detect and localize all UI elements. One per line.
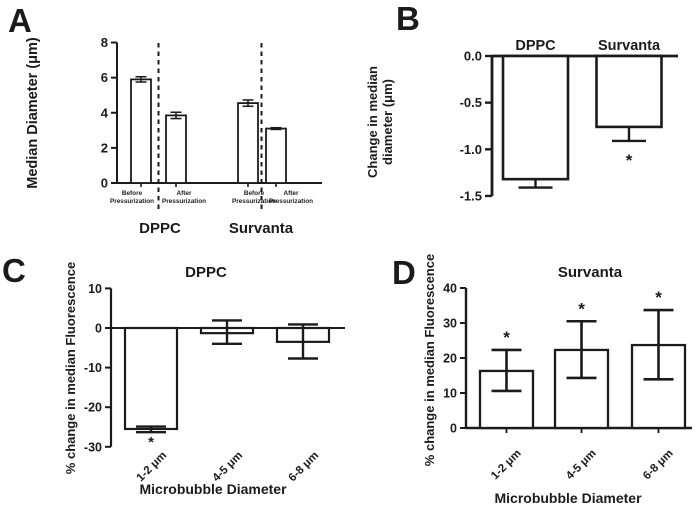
significance-asterisk: *	[148, 434, 154, 451]
y-tick-label: -0.5	[460, 95, 482, 110]
panel-a-label: A	[8, 2, 32, 39]
panel-c-label: C	[2, 252, 26, 289]
group-label: DPPC	[139, 220, 181, 237]
y-tick-label: -20	[84, 401, 102, 415]
significance-asterisk: *	[578, 299, 585, 318]
x-tick-label: 4-5 μm	[564, 448, 599, 483]
x-tick-label: 6-8 μm	[641, 448, 676, 483]
column-label: Survanta	[598, 38, 661, 54]
x-tick-label: Pressurization	[232, 198, 276, 205]
y-axis-title: Change in median	[365, 66, 380, 178]
y-tick-label: 40	[443, 282, 457, 296]
x-tick-label: Pressurization	[269, 198, 313, 205]
panel-c-chart: 10 0 -10 -20 -30 *1-2 μm 4-5 μm 6-8 μm DPPC Micro…	[63, 262, 345, 497]
y-axis-title: % change in median Fluorescence	[63, 262, 78, 474]
x-tick-label: After	[284, 190, 299, 197]
y-axis-title: % change in median Fluorescence	[422, 254, 437, 466]
bar	[237, 102, 259, 184]
y-tick-label: 0	[450, 422, 457, 436]
x-axis-title: Microbubble Diameter	[139, 481, 287, 497]
y-tick-label: -1.0	[460, 142, 482, 157]
chart-title: DPPC	[185, 264, 227, 281]
bar	[123, 326, 179, 431]
y-tick-label: 20	[443, 352, 457, 366]
significance-asterisk: *	[655, 288, 662, 307]
bar	[130, 78, 152, 184]
y-tick-label: -1.5	[460, 188, 482, 203]
y-tick-label: 10	[443, 387, 457, 401]
x-tick-label: 1-2 μm	[135, 450, 170, 485]
x-tick-label: 4-5 μm	[211, 450, 246, 485]
x-tick-label: After	[177, 190, 192, 197]
y-tick-label: 6	[101, 70, 108, 85]
chart-title: Survanta	[558, 264, 623, 281]
x-tick-label: Pressurization	[162, 198, 206, 205]
x-axis-title: Microbubble Diameter	[494, 490, 642, 506]
y-tick-label: -30	[84, 440, 102, 454]
panel-a-chart: 86420BeforePressurizationAfterPressuriza…	[25, 35, 322, 237]
y-tick-label: 8	[101, 35, 108, 50]
y-axis-title: diameter (μm)	[380, 79, 395, 165]
bar	[165, 114, 187, 184]
y-tick-label: 2	[101, 140, 108, 155]
panel-d-chart: 40 30 20 10 0 * 1-2 μm * 4-5 μm * 6-8 μm Survanta Mi…	[422, 254, 692, 506]
x-tick-label: 1-2 μm	[489, 448, 524, 483]
y-tick-label: 0	[101, 176, 108, 191]
y-tick-label: 30	[443, 317, 457, 331]
y-tick-label: 0	[95, 322, 102, 336]
bar	[595, 54, 663, 129]
y-tick-label: -10	[84, 361, 102, 375]
x-tick-label: Before	[122, 190, 143, 197]
significance-asterisk: *	[503, 328, 510, 347]
group-label: Survanta	[229, 220, 294, 237]
y-axis-title: Median Diameter (μm)	[25, 37, 41, 189]
x-tick-label: Pressurization	[110, 198, 154, 205]
bar	[501, 54, 570, 181]
bar	[265, 127, 287, 184]
x-tick-label: Before	[244, 190, 265, 197]
y-tick-label: 4	[101, 105, 109, 120]
x-tick-label: 6-8 μm	[287, 450, 322, 485]
y-tick-label: 0.0	[464, 49, 482, 64]
panel-d-label: D	[392, 254, 416, 291]
panel-b-label: B	[396, 0, 420, 37]
significance-asterisk: *	[626, 151, 633, 170]
y-tick-label: 10	[88, 282, 102, 296]
panel-b-chart: 0.0 -0.5 -1.0 -1.5 DPPC * Survanta Change in me…	[365, 38, 678, 203]
column-label: DPPC	[515, 38, 556, 54]
